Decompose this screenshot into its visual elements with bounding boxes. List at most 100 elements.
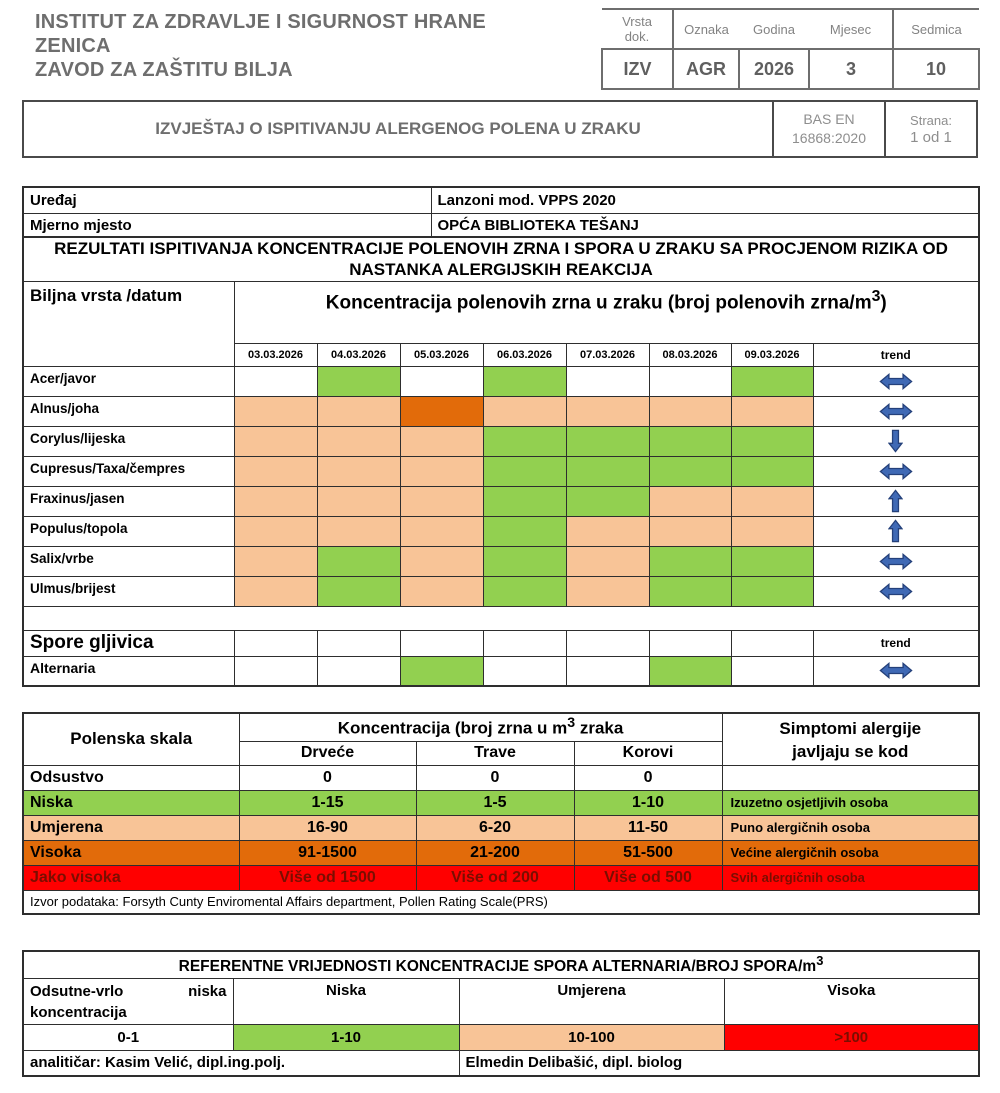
level-cell-moderate [233, 545, 318, 577]
level-cell-low [316, 545, 401, 577]
trend-stable-icon [812, 545, 980, 577]
trend-stable-icon [812, 655, 980, 687]
level-cell-low [648, 545, 732, 577]
scale-row: Umjerena 16-90 6-20 11-50 Puno alergičnih os… [22, 814, 980, 841]
date-header-row: 03.03.2026 04.03.2026 05.03.2026 06.03.2026… [23, 342, 980, 367]
trend-down-icon [812, 425, 980, 457]
level-cell-moderate [565, 395, 650, 427]
level-cell-moderate [316, 425, 401, 457]
institute-line-3: ZAVOD ZA ZAŠTITU BILJA [35, 59, 293, 81]
pollen-row: Acer/javor [22, 365, 980, 397]
level-cell-moderate [399, 515, 484, 547]
scale-range-value: 1-10 [573, 789, 723, 816]
level-cell-low [648, 425, 732, 457]
site-row: Mjerno mjesto OPĆA BIBLIOTEKA TEŠANJ [22, 212, 980, 240]
symptom-text: Izuzetno osjetljivih osoba [721, 789, 980, 816]
level-cell-moderate [565, 575, 650, 607]
date-header: 08.03.2026 [648, 342, 732, 367]
standard-line-1: BAS EN [803, 111, 855, 127]
device-row: Uređaj Lanzoni mod. VPPS 2020 [22, 186, 980, 214]
page-label: Strana: [910, 113, 952, 128]
species-label: Fraxinus/jasen [22, 485, 235, 517]
species-label: Populus/topola [22, 515, 235, 547]
level-cell-moderate [399, 485, 484, 517]
alternaria-value-row: 0-1 1-10 10-100 >100 [22, 1023, 980, 1051]
scale-group-header: Trave [415, 740, 575, 766]
trend-stable-icon [812, 365, 980, 397]
analyst-left: analitičar: Kasim Velić, dipl.ing.polj. [22, 1049, 460, 1077]
source-note-row: Izvor podataka: Forsyth Cunty Enviroment… [22, 889, 980, 915]
level-cell-low [565, 455, 650, 487]
scale-level-label: Niska [22, 789, 240, 816]
doc-meta-value: 3 [808, 48, 894, 90]
empty-cell [399, 629, 484, 657]
pollen-row: Alternaria [22, 655, 980, 687]
alternaria-range-veryhigh: >100 [723, 1023, 980, 1051]
trend-stable-icon [812, 455, 980, 487]
alternaria-range-moderate: 10-100 [458, 1023, 725, 1051]
level-cell-moderate [399, 575, 484, 607]
symptom-text: Svih alergičnih osoba [721, 864, 980, 891]
device-info-table: Uređaj Lanzoni mod. VPPS 2020 Mjerno mje… [22, 186, 980, 240]
empty-cell [316, 629, 401, 657]
level-cell-moderate [316, 455, 401, 487]
scale-col-header: Polenska skala [22, 712, 240, 766]
date-header: 09.03.2026 [730, 342, 814, 367]
date-header: 03.03.2026 [233, 342, 318, 367]
doc-meta-value: AGR [672, 48, 740, 90]
device-value: Lanzoni mod. VPPS 2020 [430, 186, 980, 214]
level-cell-low [730, 365, 814, 397]
level-cell-low [730, 545, 814, 577]
level-cell-moderate [233, 515, 318, 547]
scale-row: Jako visoka Više od 1500 Više od 200 Više o… [22, 864, 980, 891]
spores-section-title: Spore gljivica [22, 629, 235, 657]
level-cell-none [565, 365, 650, 397]
level-cell-low [316, 575, 401, 607]
level-cell-low [565, 485, 650, 517]
scale-range-value: Više od 200 [415, 864, 575, 891]
scale-range-value: 0 [415, 764, 575, 791]
alternaria-column-header: Umjerena [458, 977, 725, 1025]
level-cell-moderate [648, 485, 732, 517]
site-value: OPĆA BIBLIOTEKA TEŠANJ [430, 212, 980, 240]
doc-meta-value-row: IZV AGR 2026 3 10 [601, 48, 980, 90]
level-cell-moderate [730, 395, 814, 427]
pollen-row: Cupresus/Taxa/čempres [22, 455, 980, 487]
empty-cell [233, 629, 318, 657]
doc-meta-column-header: Godina [739, 8, 809, 50]
level-cell-none [233, 365, 318, 397]
scale-range-value: 16-90 [238, 814, 417, 841]
empty-cell [648, 629, 732, 657]
institute-name: INSTITUT ZA ZDRAVLJE I SIGURNOST HRANE Z… [35, 10, 595, 82]
alternaria-reference-table: REFERENTNE VRIJEDNOSTI KONCENTRACIJE SPO… [22, 950, 981, 1077]
level-cell-low [730, 425, 814, 457]
level-cell-moderate [730, 485, 814, 517]
scale-range-value: 21-200 [415, 839, 575, 866]
spacer-row [22, 605, 980, 631]
level-cell-low [482, 575, 567, 607]
species-label: Alnus/joha [22, 395, 235, 427]
results-title: REZULTATI ISPITIVANJA KONCENTRACIJE POLE… [22, 236, 980, 282]
report-title: IZVJEŠTAJ O ISPITIVANJU ALERGENOG POLENA… [24, 102, 774, 156]
alternaria-column-header: Odsutne-vrlo niska koncentracija [22, 977, 234, 1025]
level-cell-moderate [565, 545, 650, 577]
doc-meta-value: 10 [892, 48, 980, 90]
alternaria-range-low: 1-10 [232, 1023, 460, 1051]
scale-header-row-1: Polenska skala Koncentracija (broj zrna … [22, 712, 980, 766]
scale-row: Visoka 91-1500 21-200 51-500 Većine alergičn… [22, 839, 980, 866]
level-cell-low [316, 365, 401, 397]
alternaria-title-row: REFERENTNE VRIJEDNOSTI KONCENTRACIJE SPO… [22, 950, 980, 979]
scale-group-header: Drveće [238, 740, 417, 766]
spores-header-row: Spore gljivica trend [22, 629, 980, 657]
species-label: Salix/vrbe [22, 545, 235, 577]
pollen-row: Alnus/joha [22, 395, 980, 427]
level-cell-low [482, 515, 567, 547]
level-cell-moderate [316, 515, 401, 547]
level-cell-moderate [316, 395, 401, 427]
level-cell-high [399, 395, 484, 427]
scale-level-label: Visoka [22, 839, 240, 866]
doc-meta-value: 2026 [738, 48, 810, 90]
doc-meta-value: IZV [601, 48, 674, 90]
date-header: 04.03.2026 [316, 342, 401, 367]
device-label: Uređaj [22, 186, 432, 214]
